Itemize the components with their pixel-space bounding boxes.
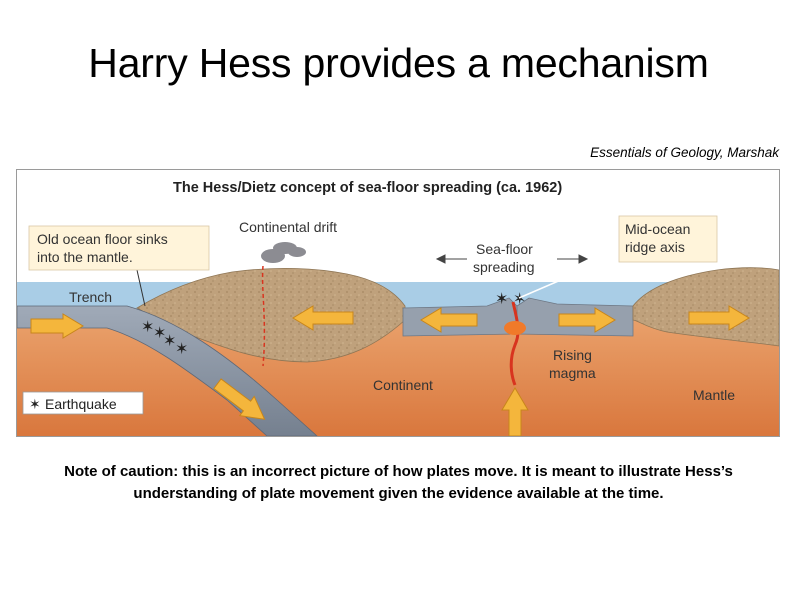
svg-text:✶: ✶ [153,325,166,342]
rising-magma-label-2: magma [549,365,596,381]
magma-conduit [509,301,520,386]
slab-arrow-right [30,313,84,339]
trench-label: Trench [69,289,112,305]
continent-arrow-right [688,305,750,331]
source-credit: Essentials of Geology, Marshak [590,145,779,160]
plate-arrow-right [558,307,616,333]
sea-floor-spreading-label-1: Sea-floor [476,241,533,257]
legend-earthquake-icon: ✶ [29,396,41,412]
old-floor-callout-box [28,225,210,271]
slab-arrow-down [213,378,266,420]
magma-chamber [504,321,526,335]
ridge-callout-box [618,215,718,263]
old-floor-callout-line2: into the mantle. [37,249,133,265]
spreading-arrows [435,254,589,264]
sea-floor-spreading-label-2: spreading [473,259,535,275]
svg-text:✶: ✶ [513,291,526,308]
continental-crack [261,265,266,367]
legend-earthquake-label: Earthquake [45,396,117,412]
svg-text:✶: ✶ [141,319,154,336]
legend-box [22,391,144,415]
ridge-callout-line2: ridge axis [625,239,685,255]
diagram-title: The Hess/Dietz concept of sea-floor spre… [173,180,562,196]
right-continent [632,267,779,347]
old-floor-callout-line1: Old ocean floor sinks [37,231,168,247]
continent-label: Continent [373,377,433,393]
left-continent [136,268,406,363]
magma-arrow-up [501,387,529,436]
continent-arrow-left [292,305,354,331]
rising-magma-label-1: Rising [553,347,592,363]
earthquake-markers: ✶ ✶ ✶ ✶ ✶ ✶ [141,291,526,358]
sea-floor-spreading-diagram: ✶ ✶ ✶ ✶ ✶ ✶ The Hess/Dietz concept of se… [16,169,780,437]
mantle-label: Mantle [693,387,735,403]
svg-text:✶: ✶ [495,291,508,308]
continental-drift-label: Continental drift [239,219,337,235]
svg-text:✶: ✶ [163,333,176,350]
volcanic-plume [261,242,306,263]
ridge-callout-line1: Mid-ocean [625,221,690,237]
plate-arrow-left [420,307,478,333]
slide-title: Harry Hess provides a mechanism [88,40,709,86]
caution-note: Note of caution: this is an incorrect pi… [64,463,733,502]
svg-text:✶: ✶ [175,341,188,358]
sink-pointer [136,269,146,307]
ridge-pointer [518,253,622,299]
